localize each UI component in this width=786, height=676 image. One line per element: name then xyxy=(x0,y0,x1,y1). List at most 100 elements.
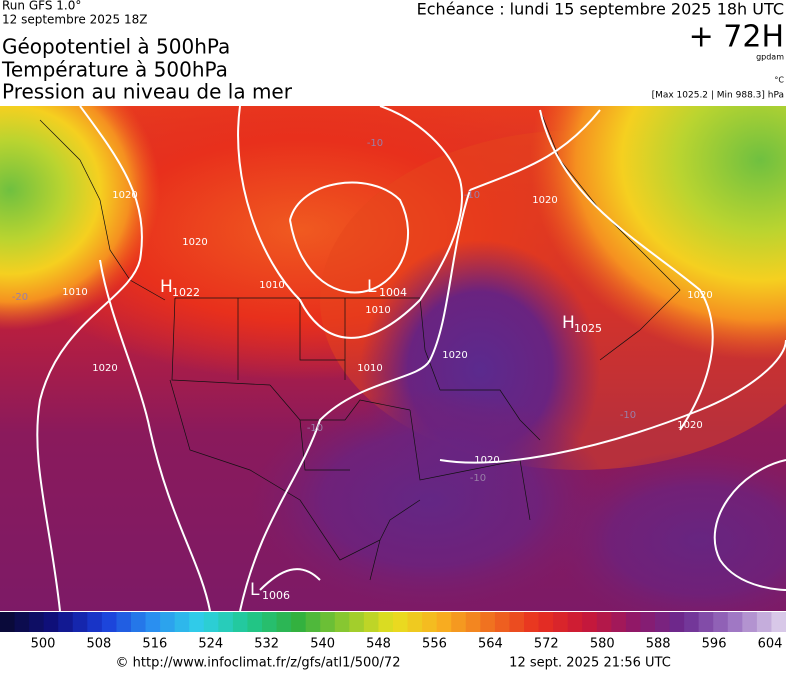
colorbar-swatch xyxy=(494,612,510,632)
unit-geo: gpdam xyxy=(756,53,784,62)
colorbar-swatch xyxy=(262,612,278,632)
colorbar-swatch xyxy=(101,612,117,632)
isobar-label: 1020 xyxy=(677,420,702,431)
isobar-label: 1020 xyxy=(182,237,207,248)
pressure-center-type: H xyxy=(562,313,575,333)
colorbar-swatch xyxy=(87,612,103,632)
title-line: Géopotentiel à 500hPa xyxy=(2,35,230,59)
colorbar-swatch xyxy=(43,612,59,632)
colorbar-tick-label: 572 xyxy=(534,637,559,652)
colorbar-swatch xyxy=(131,612,147,632)
lead-time: + 72H xyxy=(689,20,784,55)
colorbar-swatch xyxy=(756,612,772,632)
isobar-label: 1020 xyxy=(442,350,467,361)
colorbar-swatch xyxy=(189,612,205,632)
colorbar-swatch xyxy=(407,612,423,632)
colorbar-swatch xyxy=(334,612,350,632)
unit-temp: °C xyxy=(774,76,784,85)
colorbar: 500 508 516 524 532 540 548 556 564 572 580 588 596 6… xyxy=(0,612,786,652)
colorbar-tick-label: 516 xyxy=(142,637,167,652)
temperature-label: -20 xyxy=(12,292,28,303)
isobar-label: 1020 xyxy=(92,363,117,374)
colorbar-swatch xyxy=(72,612,88,632)
colorbar-swatch xyxy=(669,612,685,632)
isobar-label: 1010 xyxy=(357,363,382,374)
isobar-label: 1010 xyxy=(62,287,87,298)
colorbar-swatch xyxy=(436,612,452,632)
temperature-label: -10 xyxy=(470,473,486,484)
generated-time: 12 sept. 2025 21:56 UTC xyxy=(509,656,671,671)
colorbar-swatch xyxy=(582,612,598,632)
pressure-center-type: L xyxy=(367,277,377,297)
colorbar-tick-label: 596 xyxy=(702,637,727,652)
colorbar-swatch xyxy=(145,612,161,632)
colorbar-swatch xyxy=(684,612,700,632)
colorbar-swatch xyxy=(232,612,248,632)
colorbar-swatch xyxy=(742,612,758,632)
pressure-center-type: H xyxy=(160,277,173,297)
run-label: Run GFS 1.0° xyxy=(2,0,81,13)
colorbar-swatch xyxy=(276,612,292,632)
colorbar-tick-label: 564 xyxy=(478,637,503,652)
title-line: Température à 500hPa xyxy=(1,58,228,82)
colorbar-swatch xyxy=(422,612,438,632)
colorbar-tick-label: 580 xyxy=(590,637,615,652)
colorbar-swatch xyxy=(451,612,467,632)
colorbar-swatch xyxy=(698,612,714,632)
temperature-label: -10 xyxy=(367,138,383,149)
colorbar-tick-label: 500 xyxy=(31,637,56,652)
colorbar-swatch xyxy=(305,612,321,632)
colorbar-swatch xyxy=(378,612,394,632)
colorbar-swatch xyxy=(524,612,540,632)
colorbar-swatch xyxy=(174,612,190,632)
colorbar-swatch xyxy=(625,612,641,632)
colorbar-swatch xyxy=(29,612,45,632)
colorbar-swatch xyxy=(538,612,554,632)
colorbar-swatch xyxy=(291,612,307,632)
colorbar-tick-label: 532 xyxy=(254,637,279,652)
temperature-label: -10 xyxy=(464,190,480,201)
colorbar-swatch xyxy=(509,612,525,632)
pressure-center-value: 1006 xyxy=(262,589,290,602)
run-date: 12 septembre 2025 18Z xyxy=(2,13,147,27)
pressure-center-value: 1022 xyxy=(172,286,200,299)
source-url: © http://www.infoclimat.fr/z/gfs/atl1/50… xyxy=(116,656,401,671)
map-background xyxy=(0,106,786,611)
isobar-label: 1020 xyxy=(687,290,712,301)
colorbar-swatch xyxy=(0,612,16,632)
isobar-label: 1010 xyxy=(365,305,390,316)
title-line: Pression au niveau de la mer xyxy=(2,80,293,104)
colorbar-swatch xyxy=(14,612,30,632)
isobars xyxy=(36,105,786,612)
temperature-label: -10 xyxy=(620,410,636,421)
isobar-label: 1020 xyxy=(112,190,137,201)
colorbar-tick-label: 604 xyxy=(758,637,783,652)
colorbar-swatch xyxy=(655,612,671,632)
colorbar-swatch xyxy=(116,612,132,632)
colorbar-swatch xyxy=(713,612,729,632)
temperature-label: -10 xyxy=(307,423,323,434)
colorbar-swatch xyxy=(553,612,569,632)
isobar-label: 1010 xyxy=(259,280,284,291)
colorbar-swatch xyxy=(320,612,336,632)
valid-time: Echéance : lundi 15 septembre 2025 18h U… xyxy=(417,0,784,19)
colorbar-swatch xyxy=(596,612,612,632)
pressure-extremes: [Max 1025.2 | Min 988.3] hPa xyxy=(652,91,784,101)
colorbar-tick-label: 588 xyxy=(646,637,671,652)
colorbar-tick-label: 540 xyxy=(310,637,335,652)
colorbar-tick-label: 556 xyxy=(422,637,447,652)
colorbar-swatch xyxy=(203,612,219,632)
colorbar-swatch xyxy=(218,612,234,632)
colorbar-tick-label: 508 xyxy=(87,637,112,652)
colorbar-tick-label: 548 xyxy=(366,637,391,652)
colorbar-swatch xyxy=(727,612,743,632)
pressure-center-value: 1004 xyxy=(379,286,407,299)
colorbar-swatch xyxy=(58,612,74,632)
colorbar-swatch xyxy=(480,612,496,632)
colorbar-swatch xyxy=(160,612,176,632)
colorbar-swatch xyxy=(567,612,583,632)
colorbar-swatch xyxy=(247,612,263,632)
colorbar-swatch xyxy=(393,612,409,632)
